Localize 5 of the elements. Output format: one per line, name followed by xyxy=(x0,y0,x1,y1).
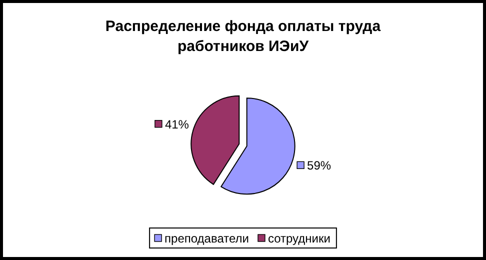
data-label: 41% xyxy=(164,117,190,132)
chart-title: Распределение фонда оплаты труда работников ИЭиУ xyxy=(105,18,382,55)
legend-label: сотрудники xyxy=(268,232,330,246)
data-label: 59% xyxy=(307,158,332,173)
legend-label: преподаватели xyxy=(164,232,249,246)
